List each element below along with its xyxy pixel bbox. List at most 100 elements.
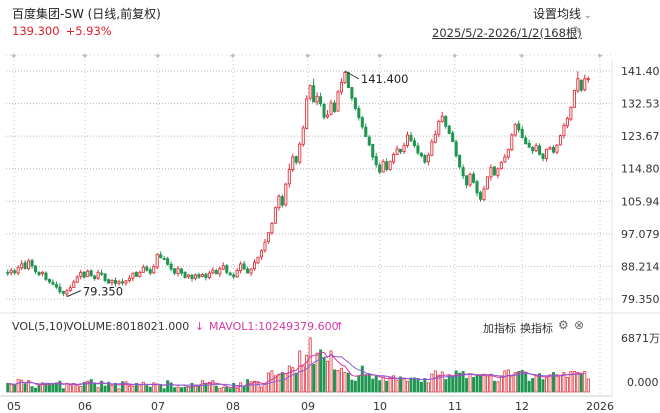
candle — [475, 181, 479, 194]
gear-icon[interactable]: ⚙ — [558, 318, 569, 332]
candle — [548, 147, 552, 150]
y-axis-labels: 141.400 132.536 123.671 114.807 105.943 97.07… — [621, 65, 660, 306]
mavol-value: MAVOL1:10249379.600 — [209, 320, 339, 333]
x-tick-label: 05 — [7, 400, 21, 413]
volume-bar — [412, 377, 416, 393]
volume-bar — [357, 375, 361, 393]
candle — [214, 270, 218, 275]
volume-bar — [173, 387, 177, 393]
candle — [576, 78, 580, 92]
candle — [232, 274, 236, 278]
volume-bar — [124, 381, 128, 393]
add-indicator-button[interactable]: 加指标 — [483, 322, 516, 335]
volume-bar — [468, 373, 472, 393]
volume-bar — [430, 373, 434, 393]
volume-bar — [423, 378, 427, 393]
volume-bar — [524, 372, 528, 393]
marker-icon: ✦ — [229, 52, 237, 62]
candle — [100, 272, 104, 275]
candle — [186, 274, 191, 278]
candle — [385, 161, 389, 170]
candle — [34, 265, 38, 273]
volume-zero-tick: 0.000 — [627, 376, 659, 389]
volume-bar — [419, 381, 423, 393]
candle — [482, 188, 486, 201]
candle — [141, 266, 145, 273]
candle — [489, 167, 493, 178]
candle — [517, 123, 521, 131]
volume-bar — [166, 380, 170, 393]
volume-bar — [190, 382, 194, 393]
volume-bar — [291, 367, 295, 393]
candle — [468, 173, 472, 186]
candle — [96, 271, 100, 279]
volume-bar — [96, 387, 100, 393]
volume-bar — [270, 370, 274, 393]
close-icon[interactable]: ⊗ — [574, 318, 585, 332]
volume-bar — [30, 386, 34, 393]
arrow-up-icon: ↑ — [335, 320, 345, 333]
candle — [506, 149, 510, 158]
candle — [298, 143, 302, 163]
set-moving-average-button[interactable]: 设置均线 ⌄ — [533, 5, 592, 22]
low-annotation: 79.350 — [83, 285, 123, 299]
volume-bar — [517, 371, 521, 393]
volume-bar — [385, 380, 389, 393]
volume-bar — [485, 375, 489, 393]
candle — [277, 195, 281, 209]
switch-indicator-button[interactable]: 换指标 — [520, 322, 553, 335]
candle — [259, 250, 264, 258]
chevron-down-icon: ⌄ — [584, 11, 592, 21]
y-tick-label: 132.536 — [621, 98, 660, 111]
marker-icon: ✦ — [596, 52, 604, 62]
candle — [65, 290, 69, 295]
volume-bar — [145, 385, 149, 393]
candle — [538, 145, 542, 155]
candle — [221, 265, 225, 270]
volume-bar — [402, 378, 406, 393]
volume-bar — [51, 382, 55, 393]
volume-bar — [371, 378, 375, 393]
volume-bar — [273, 375, 277, 393]
volume-bar — [381, 375, 385, 393]
candle — [458, 154, 462, 168]
marker-icon: ✦ — [154, 52, 162, 62]
volume-bar — [534, 375, 538, 393]
volume-bar — [583, 371, 587, 393]
candle — [117, 281, 121, 284]
volume-bar — [465, 378, 469, 393]
volume-value: VOLUME:8018021.000 — [66, 320, 190, 333]
candle — [440, 115, 444, 122]
candle — [499, 162, 503, 170]
volume-bar — [75, 384, 79, 393]
price-readout: 139.300 +5.93% — [12, 24, 118, 38]
volume-bar — [367, 373, 371, 393]
candle — [329, 102, 333, 115]
candle — [58, 286, 62, 293]
volume-bar — [392, 375, 396, 393]
pin-icon[interactable]: ✎ — [573, 24, 583, 37]
candle — [211, 269, 215, 274]
volume-bar — [489, 373, 493, 393]
volume-bar — [312, 364, 316, 393]
candle — [107, 279, 111, 284]
candle — [360, 117, 364, 128]
date-range-link[interactable]: 2025/5/2-2026/1/2(168根) — [432, 26, 582, 40]
volume-bar — [72, 382, 76, 393]
candle — [124, 280, 128, 284]
volume-bar — [350, 379, 354, 393]
volume-bar — [138, 384, 142, 393]
candle — [451, 132, 455, 142]
candle — [159, 254, 163, 259]
y-tick-label: 97.079 — [621, 228, 660, 241]
volume-bar — [416, 378, 420, 393]
volume-bar — [510, 376, 514, 393]
candle — [249, 268, 253, 274]
candle — [545, 148, 549, 159]
candle — [381, 160, 385, 173]
volume-bar — [280, 372, 284, 393]
volume-bar — [180, 387, 184, 393]
x-tick-label: 09 — [301, 400, 315, 413]
candle — [357, 108, 361, 119]
candle — [503, 156, 507, 163]
